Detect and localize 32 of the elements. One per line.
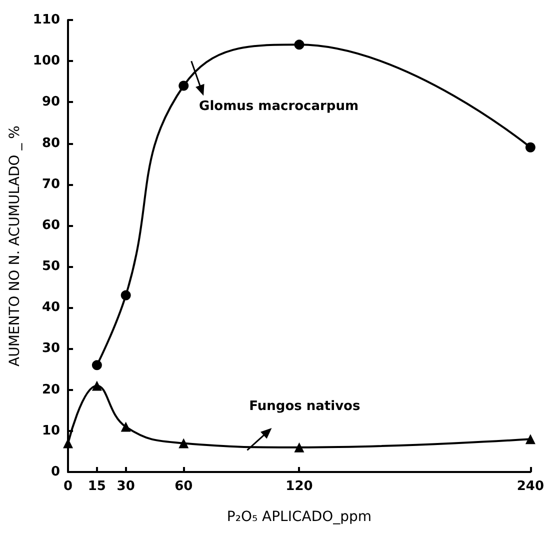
y-tick-label: 60 (42, 218, 60, 233)
y-tick-label: 100 (32, 54, 60, 69)
point (525, 142, 536, 152)
x-tick-label: 240 (516, 479, 544, 494)
point (92, 360, 102, 370)
y-tick-label: 90 (42, 94, 60, 110)
y-tick-label: 80 (42, 136, 60, 151)
y-tick-label: 10 (42, 423, 60, 438)
point (92, 380, 102, 391)
x-axis-title: P₂O₅ APLICADO_ppm (226, 509, 372, 525)
point (525, 434, 536, 444)
y-tick-label: 110 (32, 12, 60, 28)
y-tick-label: 40 (42, 300, 60, 316)
y-tick-label: 20 (42, 382, 60, 398)
point (294, 40, 304, 50)
text: Fungos nativos (249, 398, 360, 414)
y-tick-label: 0 (50, 464, 60, 480)
y-axis-title: AUMENTO NO N. ACUMULADO _ % (7, 126, 23, 366)
legend-label: Glomus macrocarpum (199, 98, 359, 114)
x-tick-label: 15 (88, 479, 106, 494)
point (178, 438, 189, 448)
x-tick-label: 30 (116, 479, 135, 494)
y-tick-label: 30 (42, 341, 60, 356)
x-tick-label: 60 (174, 479, 193, 494)
point (120, 422, 131, 432)
x-tick-label: 120 (286, 479, 313, 494)
x-tick-label: 0 (64, 479, 73, 494)
point (178, 80, 189, 91)
point (294, 442, 304, 452)
point (120, 290, 131, 300)
y-tick-label: 50 (42, 259, 60, 274)
y-tick-label: 70 (42, 176, 60, 192)
